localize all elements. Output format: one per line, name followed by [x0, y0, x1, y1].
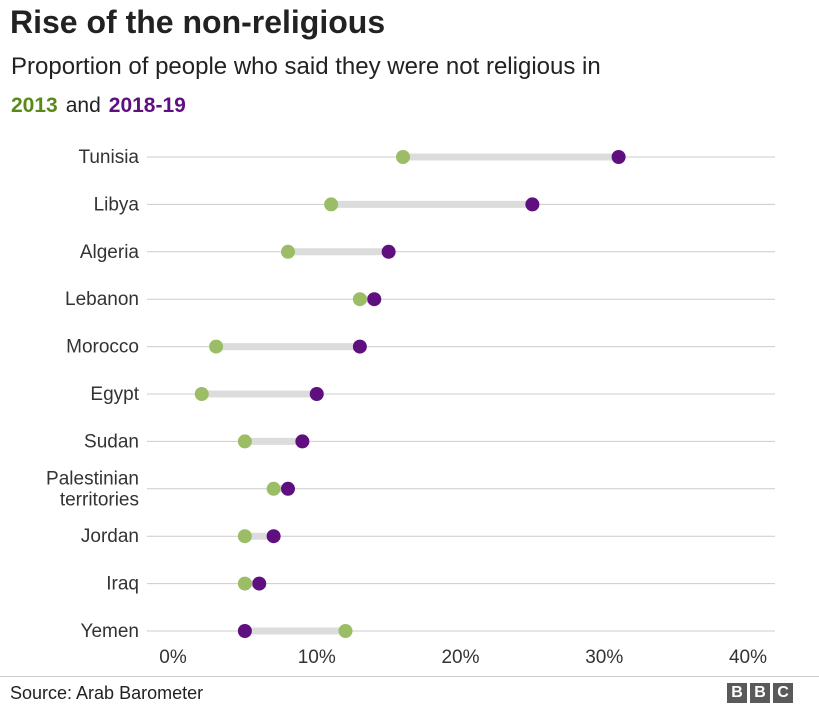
point-2013-egypt: [194, 387, 209, 401]
category-label-jordan: Jordan: [81, 526, 139, 547]
point-2018-19-palestinian-territories: [281, 481, 295, 496]
category-label-morocco: Morocco: [66, 337, 139, 358]
point-2018-19-tunisia: [611, 150, 626, 164]
point-2018-19-lebanon: [367, 292, 382, 307]
legend-connector: and: [65, 94, 101, 117]
point-2018-19-algeria: [381, 244, 396, 259]
source-note: Source: Arab Barometer: [10, 683, 204, 703]
point-2013-iraq: [237, 576, 252, 591]
x-tick-label: 10%: [298, 647, 336, 668]
point-2013-lebanon: [352, 292, 367, 307]
chart-title: Rise of the non-religious: [10, 4, 386, 40]
category-label-sudan: Sudan: [84, 431, 139, 452]
legend-2018-19: 2018-19: [108, 94, 186, 117]
point-2013-libya: [324, 197, 339, 212]
chart-subtitle: Proportion of people who said they were …: [11, 53, 601, 80]
point-2018-19-morocco: [352, 339, 367, 354]
footer-divider: [0, 676, 819, 677]
point-2013-yemen: [338, 624, 353, 638]
category-label-palestinian-territories: Palestinian territories: [46, 468, 139, 510]
x-tick-label: 40%: [729, 647, 767, 668]
logo-letter-2: B: [750, 683, 770, 703]
point-2013-morocco: [209, 339, 224, 354]
category-label-iraq: Iraq: [106, 574, 139, 595]
point-2018-19-yemen: [237, 624, 252, 638]
x-tick-label: 0%: [159, 647, 187, 668]
category-label-algeria: Algeria: [80, 242, 140, 263]
category-label-tunisia: Tunisia: [78, 147, 139, 168]
point-2018-19-sudan: [295, 434, 310, 449]
point-2013-palestinian-territories: [266, 481, 281, 496]
bbc-logo: B B C: [727, 683, 793, 703]
point-2018-19-jordan: [266, 529, 281, 544]
category-label-lebanon: Lebanon: [65, 289, 139, 310]
x-tick-label: 30%: [585, 647, 623, 668]
point-2013-sudan: [237, 434, 252, 449]
legend: 2013 and 2018-19: [11, 94, 186, 118]
point-2018-19-iraq: [252, 576, 267, 591]
point-2013-tunisia: [396, 150, 410, 164]
point-2018-19-egypt: [309, 387, 324, 401]
point-2018-19-libya: [525, 197, 540, 212]
logo-letter-3: C: [773, 683, 793, 703]
category-label-libya: Libya: [94, 194, 140, 215]
dumbbell-chart: Tunisia Libya Algeria Lebanon Morocco Egypt Su…: [46, 147, 775, 668]
legend-2013: 2013: [11, 94, 58, 117]
category-label-egypt: Egypt: [90, 384, 139, 405]
x-tick-label: 20%: [441, 647, 479, 668]
category-label-yemen: Yemen: [81, 621, 139, 642]
point-2013-jordan: [237, 529, 252, 544]
logo-letter-1: B: [727, 683, 747, 703]
point-2013-algeria: [281, 244, 295, 259]
